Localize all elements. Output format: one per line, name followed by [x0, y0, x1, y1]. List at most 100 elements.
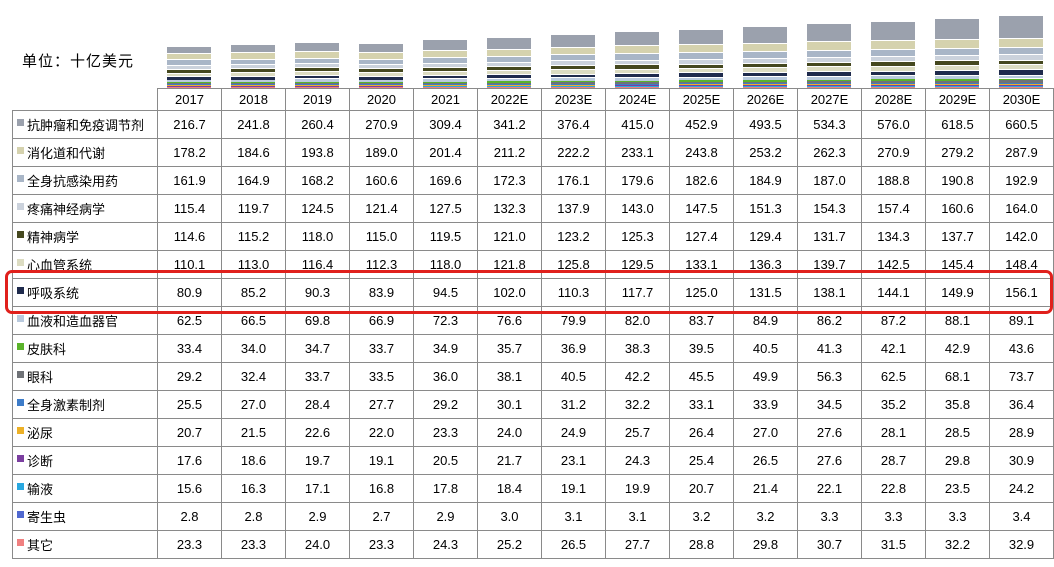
table-header-row: 2017 2018 2019 2020 2021 2022E 2023E 2024E 2025E… — [13, 88, 1054, 111]
value-cell: 160.6 — [925, 194, 990, 223]
bar-segment — [871, 41, 915, 51]
value-cell: 23.3 — [413, 418, 478, 447]
stacked-bar-2022E — [487, 37, 531, 88]
year-header-2025E: 2025E — [669, 88, 734, 111]
bar-segment — [999, 84, 1043, 86]
bar-segment — [679, 29, 723, 46]
value-cell: 24.0 — [477, 418, 542, 447]
value-cell: 2.9 — [413, 502, 478, 531]
value-cell: 576.0 — [861, 110, 926, 139]
bar-segment — [935, 55, 979, 62]
row-label-cell: 输液 — [12, 474, 158, 503]
row-label-cell: 疼痛神经病学 — [12, 194, 158, 223]
value-cell: 189.0 — [349, 138, 414, 167]
row-label-cell: 诊断 — [12, 446, 158, 475]
bar-segment — [167, 83, 211, 85]
bar-segment — [615, 83, 659, 85]
year-header-2020: 2020 — [349, 88, 414, 111]
bar-segment — [807, 83, 851, 85]
value-cell: 2.7 — [349, 502, 414, 531]
table-row: 眼科 29.2 32.4 33.7 33.5 36.0 38.1 40.5 42.2 45.5 49… — [12, 362, 1054, 391]
bar-slot — [541, 0, 605, 88]
bar-segment — [295, 86, 339, 88]
value-cell: 80.9 — [157, 278, 222, 307]
bar-segment — [679, 80, 723, 82]
bar-segment — [167, 86, 211, 87]
row-label-cell: 全身激素制剂 — [12, 390, 158, 419]
value-cell: 25.5 — [157, 390, 222, 419]
stacked-bar-2028E — [871, 21, 915, 88]
bar-segment — [935, 82, 979, 85]
value-cell: 115.2 — [221, 222, 286, 251]
bar-segment — [615, 87, 659, 88]
value-cell: 19.9 — [605, 474, 670, 503]
bar-segment — [999, 78, 1043, 81]
bar-segment — [679, 73, 723, 78]
bar-segment — [743, 63, 787, 69]
bar-segment — [487, 62, 531, 68]
value-cell: 19.7 — [285, 446, 350, 475]
bar-segment — [551, 84, 595, 86]
bar-segment — [807, 62, 851, 68]
bar-segment — [807, 42, 851, 52]
bar-segment — [743, 52, 787, 59]
table-body: 抗肿瘤和免疫调节剂 216.7 241.8 260.4 270.9 309.4 341.2 3… — [12, 110, 1054, 559]
bar-segment — [679, 59, 723, 65]
color-swatch-icon — [17, 175, 24, 182]
value-cell: 172.3 — [477, 166, 542, 195]
value-cell: 88.1 — [925, 306, 990, 335]
bar-segment — [679, 64, 723, 69]
bar-segment — [295, 72, 339, 77]
value-cell: 131.5 — [733, 278, 798, 307]
bar-segment — [231, 85, 275, 86]
value-cell: 134.3 — [861, 222, 926, 251]
bar-segment — [679, 85, 723, 87]
value-cell: 30.9 — [989, 446, 1054, 475]
value-cell: 3.1 — [605, 502, 670, 531]
bar-segment — [359, 84, 403, 86]
bar-segment — [615, 54, 659, 61]
bar-segment — [871, 62, 915, 67]
value-cell: 86.2 — [797, 306, 862, 335]
value-cell: 27.0 — [221, 390, 286, 419]
bar-segment — [487, 37, 531, 50]
bar-segment — [999, 80, 1043, 83]
value-cell: 25.2 — [477, 530, 542, 559]
bar-segment — [295, 87, 339, 88]
value-cell: 35.7 — [477, 334, 542, 363]
bar-segment — [551, 85, 595, 87]
bar-segment — [615, 84, 659, 86]
stacked-bar-2019 — [295, 43, 339, 88]
bar-segment — [295, 68, 339, 73]
bar-segment — [871, 85, 915, 87]
bar-segment — [679, 86, 723, 87]
bar-segment — [743, 27, 787, 44]
bar-segment — [743, 86, 787, 87]
value-cell: 143.0 — [605, 194, 670, 223]
value-cell: 148.4 — [989, 250, 1054, 279]
market-data-table: 2017 2018 2019 2020 2021 2022E 2023E 2024E 2025E… — [12, 88, 1054, 559]
value-cell: 26.5 — [733, 446, 798, 475]
value-cell: 56.3 — [797, 362, 862, 391]
value-cell: 28.7 — [861, 446, 926, 475]
bar-segment — [295, 81, 339, 83]
value-cell: 25.4 — [669, 446, 734, 475]
row-label: 皮肤科 — [27, 342, 67, 357]
year-header-2021: 2021 — [413, 88, 478, 111]
bar-segment — [807, 85, 851, 87]
value-cell: 211.2 — [477, 138, 542, 167]
value-cell: 28.5 — [925, 418, 990, 447]
bar-segment — [999, 48, 1043, 55]
row-label: 其它 — [27, 538, 54, 553]
bar-segment — [935, 70, 979, 77]
value-cell: 21.4 — [733, 474, 798, 503]
bar-segment — [999, 38, 1043, 49]
bar-segment — [999, 86, 1043, 88]
bar-slot — [733, 0, 797, 88]
bar-segment — [807, 86, 851, 87]
bar-segment — [167, 54, 211, 61]
bar-segment — [871, 21, 915, 42]
bar-segment — [167, 82, 211, 84]
table-header: 2017 2018 2019 2020 2021 2022E 2023E 2024E 2025E… — [13, 88, 1054, 111]
bar-segment — [743, 85, 787, 87]
